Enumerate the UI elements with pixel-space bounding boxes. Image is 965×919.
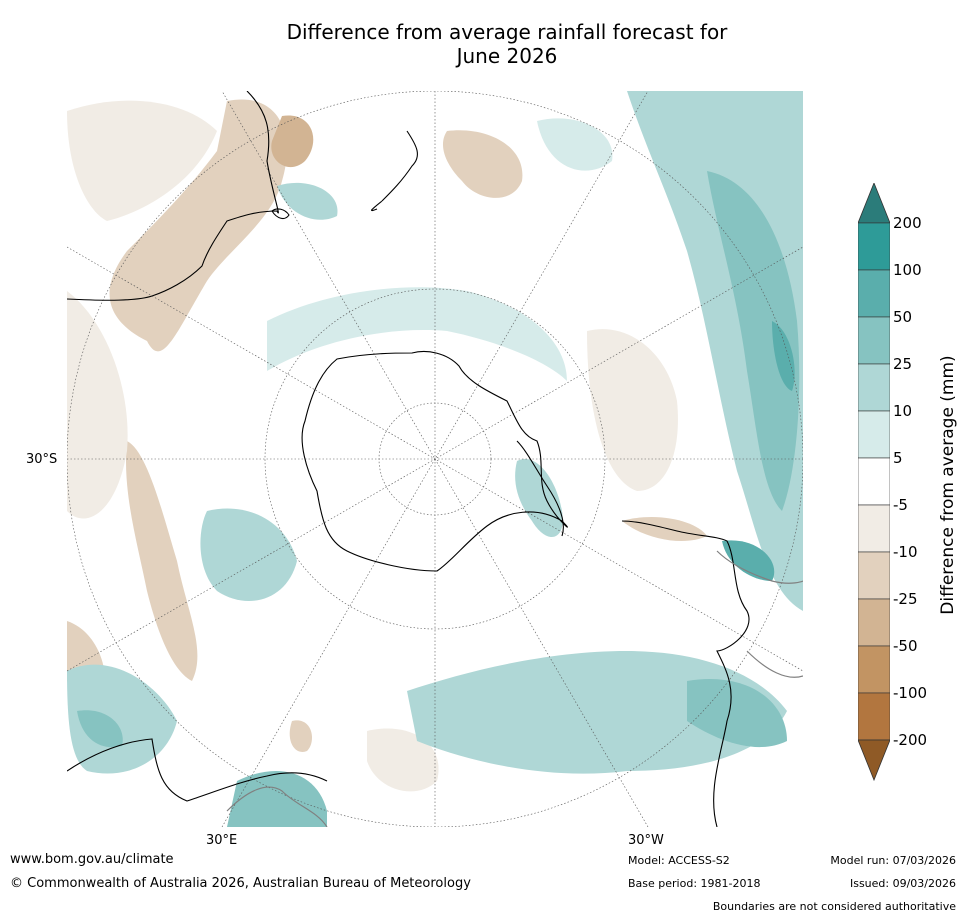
colorbar-tick-label: -5 — [893, 496, 908, 514]
colorbar-bin — [858, 363, 890, 412]
wet-region-southwest — [67, 664, 177, 774]
new-zealand-south-coastline — [371, 200, 383, 212]
dry-region-australia-interior — [271, 115, 314, 168]
map-title-line1: Difference from average rainfall forecas… — [286, 20, 728, 44]
dry-region-tasman — [67, 100, 217, 221]
lon-label-30w: 30°W — [628, 833, 664, 848]
colorbar-tick-label: -100 — [893, 684, 928, 702]
map-title-line2: June 2026 — [456, 44, 558, 68]
model-run-label: Model run: 07/03/2026 — [830, 854, 956, 867]
wet-region-south-africa — [227, 771, 327, 827]
colorbar-tick-label: 100 — [893, 261, 922, 279]
colorbar-bin — [858, 504, 890, 553]
wet-region-tasman — [277, 182, 338, 220]
colorbar-title: Difference from average (mm) — [938, 355, 958, 615]
dry-region-pacific — [442, 130, 523, 198]
colorbar-bin — [858, 457, 890, 506]
wet-region-east-pacific-strong — [772, 321, 795, 391]
colorbar-tick-label: 10 — [893, 402, 913, 420]
colorbar-bin — [858, 692, 890, 741]
wet-region-weddell — [515, 459, 563, 538]
tasmania-coastline — [271, 208, 290, 220]
website-link[interactable]: www.bom.gov.au/climate — [10, 852, 174, 867]
coastlines — [67, 91, 750, 827]
colorbar-tick-label: -25 — [893, 590, 918, 608]
colorbar-bins — [858, 222, 890, 741]
colorbar-bin — [858, 316, 890, 365]
dry-region-indian-ocean-light — [67, 291, 128, 519]
colorbar-bin — [858, 645, 890, 694]
dry-region-east-pacific — [587, 329, 678, 491]
wet-region-east-pacific-core — [707, 171, 800, 511]
map-title: Difference from average rainfall forecas… — [0, 20, 965, 68]
wet-anomaly-regions — [67, 91, 803, 827]
disclaimer-text: Boundaries are not considered authoritat… — [712, 900, 956, 913]
colorbar-bin — [858, 269, 890, 318]
dry-region-south-atlantic-2 — [289, 720, 312, 752]
south-africa-coastline — [67, 738, 328, 802]
south-africa-border — [226, 786, 328, 827]
country-borders — [226, 550, 803, 827]
antarctic-peninsula-coastline — [516, 440, 564, 537]
colorbar-tick-label: 5 — [893, 449, 903, 467]
colorbar-bottom-extend — [858, 739, 890, 782]
wet-region-indian-ocean — [200, 508, 297, 601]
south-america-border — [746, 650, 803, 678]
dry-anomaly-regions — [67, 91, 803, 792]
wet-region-drake-passage — [722, 540, 775, 581]
model-label: Model: ACCESS-S2 — [628, 854, 730, 867]
colorbar-bin — [858, 222, 890, 271]
graticule — [67, 91, 803, 827]
dry-region-south-atlantic — [367, 728, 439, 792]
base-period-label: Base period: 1981-2018 — [628, 877, 761, 890]
wet-region-southwest-core — [77, 710, 123, 748]
wet-region-mid-pacific — [537, 118, 613, 171]
australia-coastline — [67, 91, 279, 301]
colorbar-tick-label: -50 — [893, 637, 918, 655]
wet-region-southern-ocean-ring — [267, 287, 567, 381]
meridian-60w — [67, 246, 803, 672]
lat-label-30s: 30°S — [26, 452, 58, 467]
colorbar-top-extend — [858, 183, 890, 224]
latitude-circle-60s — [264, 288, 606, 630]
colorbar-tick-label: 25 — [893, 355, 913, 373]
colorbar-tick-label: -10 — [893, 543, 918, 561]
andes-border — [716, 550, 803, 584]
colorbar-bin — [858, 551, 890, 600]
lon-label-30e: 30°E — [206, 833, 238, 848]
colorbar-bin — [858, 410, 890, 459]
dry-region-western-australia — [109, 99, 287, 352]
colorbar-tick-label: 50 — [893, 308, 913, 326]
colorbar-tick-label: -200 — [893, 731, 928, 749]
map-canvas — [67, 91, 803, 827]
antarctica-coastline — [301, 350, 568, 572]
wet-region-south-atlantic-core — [687, 679, 787, 748]
rainfall-anomaly-map — [67, 91, 803, 827]
colorbar-tick-label: 200 — [893, 214, 922, 232]
colorbar — [858, 183, 890, 782]
south-america-coastline — [621, 520, 750, 827]
dry-region-indian-ocean-band — [126, 441, 198, 681]
issued-label: Issued: 09/03/2026 — [849, 877, 956, 890]
new-zealand-north-coastline — [381, 130, 418, 202]
copyright-text: © Commonwealth of Australia 2026, Austra… — [10, 876, 471, 891]
colorbar-bin — [858, 598, 890, 647]
